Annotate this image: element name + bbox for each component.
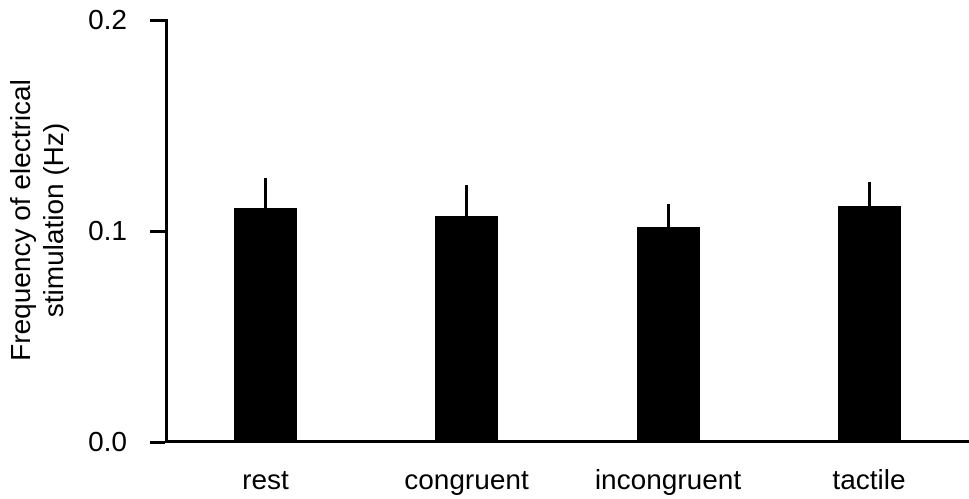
bar-rest xyxy=(234,207,297,442)
y-axis-line xyxy=(165,19,168,443)
bar-congruent xyxy=(435,216,498,442)
category-label-congruent: congruent xyxy=(404,464,529,495)
bar-tactile xyxy=(837,205,901,442)
category-label-tactile: tactile xyxy=(832,464,906,495)
error-bar-rest xyxy=(264,178,267,212)
y-tick xyxy=(150,229,165,233)
y-tick-label: 0.1 xyxy=(88,215,127,246)
category-label-incongruent: incongruent xyxy=(594,464,742,495)
y-tick xyxy=(150,440,165,444)
error-bar-congruent xyxy=(465,184,468,221)
x-axis-line xyxy=(165,440,969,443)
y-tick-label: 0.0 xyxy=(88,426,127,457)
y-tick-label: 0.2 xyxy=(88,4,127,35)
bar-incongruent xyxy=(636,226,700,442)
error-bar-tactile xyxy=(867,182,871,210)
category-label-rest: rest xyxy=(242,464,289,495)
error-bar-incongruent xyxy=(666,203,670,231)
y-tick xyxy=(150,18,165,22)
